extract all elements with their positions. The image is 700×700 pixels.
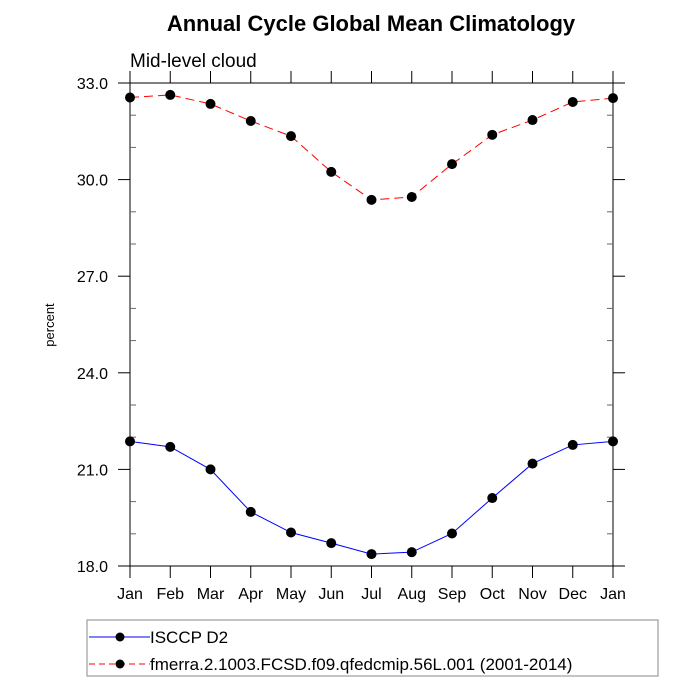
legend-item-isccp: ISCCP D2	[89, 628, 228, 647]
legend-marker-model	[115, 659, 125, 669]
data-point	[406, 191, 417, 202]
x-tick-label: Feb	[156, 586, 184, 603]
y-tick-label: 27.0	[77, 269, 108, 286]
series-0	[125, 436, 618, 560]
data-point	[567, 96, 578, 107]
data-point	[125, 436, 135, 447]
y-tick-labels: 18.0 21.0 24.0 27.0 30.0 33.0	[77, 76, 108, 576]
data-point	[487, 129, 498, 140]
data-point	[165, 89, 176, 100]
data-point	[366, 194, 377, 205]
y-tick-label: 18.0	[77, 559, 108, 576]
data-point	[326, 538, 337, 549]
data-point	[326, 166, 337, 177]
x-tick-label: May	[276, 586, 306, 603]
y-tick-label: 24.0	[77, 366, 108, 383]
data-point	[608, 93, 618, 104]
chart-subtitle: Mid-level cloud	[130, 51, 257, 72]
legend-marker-isccp	[115, 632, 125, 642]
series-line	[129, 94, 614, 201]
x-tick-label: Oct	[480, 586, 505, 603]
x-tick-label: Nov	[518, 586, 546, 603]
data-point	[567, 439, 578, 450]
data-point	[527, 458, 538, 469]
data-point	[527, 115, 538, 126]
y-tick-label: 30.0	[77, 173, 108, 190]
data-point	[487, 493, 498, 504]
data-point	[286, 131, 296, 142]
series-layer	[125, 89, 618, 560]
x-tick-label: Jul	[361, 586, 381, 603]
legend-item-model: fmerra.2.1003.FCSD.f09.qfedcmip.56L.001 …	[89, 655, 572, 674]
data-point	[608, 436, 618, 447]
legend-label-isccp: ISCCP D2	[150, 628, 228, 647]
x-tick-label: Jan	[600, 586, 626, 603]
data-point	[205, 464, 216, 475]
x-tick-label: Sep	[438, 586, 467, 603]
axes	[118, 71, 625, 578]
x-tick-labels: Jan Feb Mar Apr May Jun Jul Aug Sep Oct Nov Dec Jan	[117, 586, 626, 603]
x-tick-label: Apr	[238, 586, 264, 603]
x-tick-label: Jun	[318, 586, 344, 603]
data-point	[245, 506, 256, 517]
data-point	[366, 549, 377, 560]
x-tick-label: Mar	[197, 586, 225, 603]
x-tick-label: Dec	[559, 586, 587, 603]
y-tick-label: 21.0	[77, 462, 108, 479]
data-point	[406, 547, 417, 558]
y-axis-label: percent	[42, 303, 57, 347]
chart-title: Annual Cycle Global Mean Climatology	[167, 11, 576, 36]
data-point	[165, 441, 176, 452]
data-point	[286, 527, 296, 538]
legend-label-model: fmerra.2.1003.FCSD.f09.qfedcmip.56L.001 …	[150, 655, 572, 674]
data-point	[125, 92, 135, 103]
data-point	[447, 528, 457, 539]
x-tick-label: Jan	[117, 586, 143, 603]
legend-box	[86, 619, 659, 677]
x-tick-label: Aug	[398, 586, 426, 603]
data-point	[245, 115, 256, 126]
data-point	[447, 159, 457, 170]
data-point	[205, 98, 216, 109]
series-line	[129, 440, 614, 555]
legend: ISCCP D2 fmerra.2.1003.FCSD.f09.qfedcmip…	[86, 619, 659, 677]
y-tick-label: 33.0	[77, 76, 108, 93]
series-1	[125, 89, 618, 205]
